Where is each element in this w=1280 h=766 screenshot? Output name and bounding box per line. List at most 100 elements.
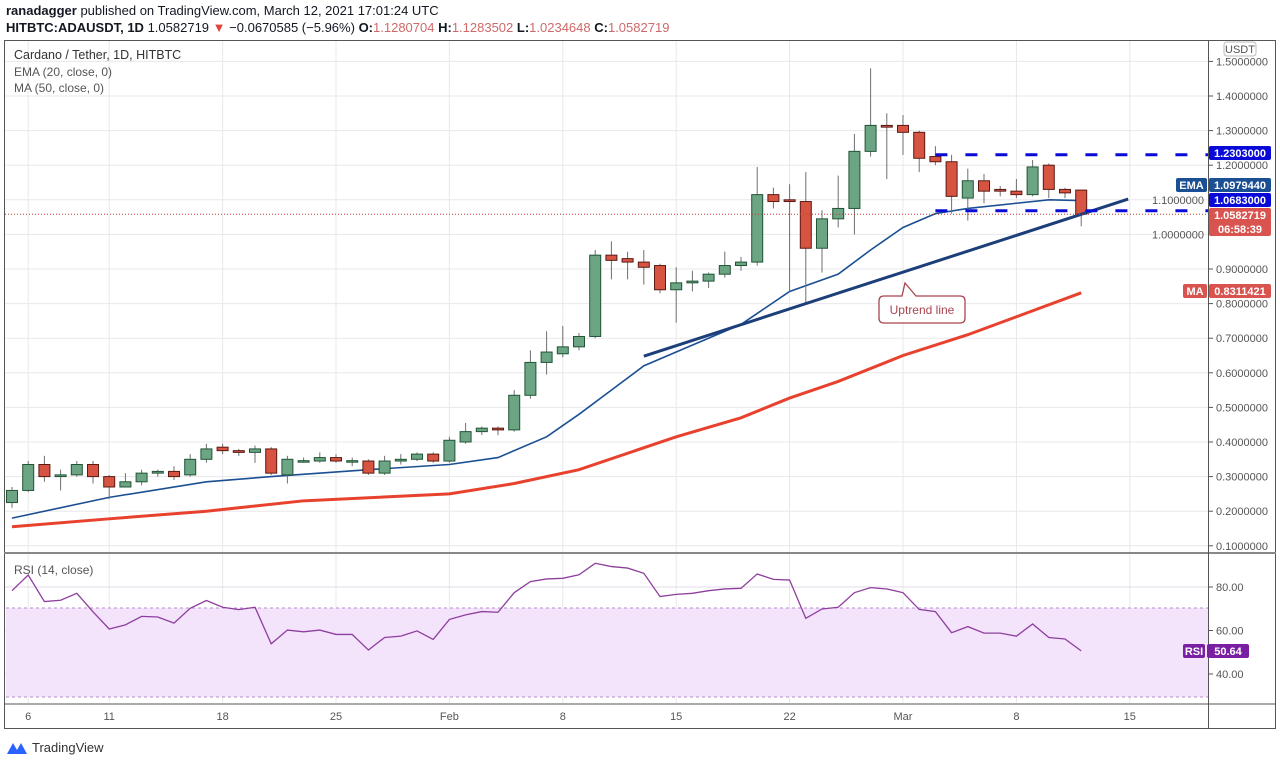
candle-down[interactable] — [330, 457, 342, 462]
candle-up[interactable] — [735, 261, 747, 267]
candle-up[interactable] — [751, 194, 764, 263]
candle-down[interactable] — [621, 258, 634, 263]
author-name[interactable]: ranadagger — [6, 3, 77, 18]
candle-up[interactable] — [589, 254, 602, 337]
candle-up[interactable] — [508, 394, 521, 431]
candle-up[interactable] — [475, 427, 488, 433]
rsi-tick-label: 40.00 — [1216, 669, 1244, 681]
candle-up[interactable] — [151, 470, 164, 474]
current-price-tag[interactable] — [1209, 208, 1271, 236]
candle-up[interactable] — [961, 180, 974, 199]
candle-down[interactable] — [913, 131, 926, 159]
candle-down[interactable] — [492, 427, 504, 431]
candle-down[interactable] — [427, 453, 440, 462]
ema-label-tag[interactable] — [1176, 178, 1207, 192]
candle-down[interactable] — [38, 463, 51, 478]
ma-price-tag[interactable] — [1209, 284, 1271, 298]
candle-up[interactable] — [848, 150, 861, 209]
ma-legend[interactable]: MA (50, close, 0) — [14, 81, 105, 95]
candle-up[interactable] — [281, 458, 294, 476]
candle-up[interactable] — [1026, 166, 1039, 196]
candle-up[interactable] — [378, 460, 391, 474]
candle-down[interactable] — [232, 450, 245, 453]
candle-down[interactable] — [1075, 189, 1088, 215]
down-arrow-icon: ▼ — [212, 20, 226, 35]
candle-up[interactable] — [346, 460, 359, 463]
candle-up[interactable] — [54, 474, 67, 478]
candle-down[interactable] — [799, 201, 812, 249]
candle-down[interactable] — [605, 254, 618, 261]
currency-badge[interactable] — [1223, 41, 1257, 57]
price-tick-label: 1.1000000 — [1152, 195, 1204, 207]
candle-up[interactable] — [670, 282, 683, 291]
price-tick-label: 0.1000000 — [1216, 541, 1268, 553]
candle-down[interactable] — [168, 470, 180, 478]
candle-down[interactable] — [945, 161, 958, 197]
candle-down[interactable] — [880, 124, 893, 128]
candle-down[interactable] — [216, 446, 229, 452]
ma50-line[interactable] — [11, 291, 1082, 529]
resistance-price-tag[interactable] — [1209, 146, 1271, 160]
candle-up[interactable] — [540, 351, 553, 363]
candle-up[interactable] — [22, 463, 35, 491]
candle-up[interactable] — [832, 207, 845, 220]
publish-date: published on TradingView.com, March 12, … — [80, 3, 439, 18]
candle-up[interactable] — [816, 218, 828, 249]
candle-down[interactable] — [362, 460, 375, 474]
rsi-value-tag[interactable] — [1207, 644, 1249, 658]
candle-down[interactable] — [1042, 164, 1055, 190]
candle-down[interactable] — [767, 194, 780, 203]
candle-up[interactable] — [297, 460, 310, 463]
candle-up[interactable] — [313, 457, 326, 462]
candle-down[interactable] — [783, 199, 796, 203]
ema20-line[interactable] — [11, 198, 1082, 519]
candle-up[interactable] — [556, 346, 569, 355]
candle-up[interactable] — [70, 463, 83, 476]
candle-down[interactable] — [994, 188, 1007, 192]
rsi-band-fill — [6, 608, 1208, 697]
candle-up[interactable] — [119, 481, 132, 488]
candle-up[interactable] — [573, 335, 585, 348]
candle-up[interactable] — [411, 453, 423, 460]
time-tick-label: 8 — [1013, 711, 1019, 723]
support-price-tag[interactable] — [1209, 193, 1271, 207]
candle-up[interactable] — [686, 280, 699, 284]
time-tick-label: 25 — [330, 711, 342, 723]
candle-up[interactable] — [200, 448, 213, 460]
candle-up[interactable] — [864, 124, 877, 152]
candle-up[interactable] — [184, 458, 197, 476]
candle-down[interactable] — [103, 476, 116, 488]
candle-down[interactable] — [929, 156, 942, 163]
price-tick-label: 0.4000000 — [1216, 437, 1268, 449]
candle-up[interactable] — [718, 265, 731, 275]
candle-up[interactable] — [249, 448, 261, 453]
candle-up[interactable] — [524, 361, 537, 396]
ema-legend[interactable]: EMA (20, close, 0) — [14, 65, 113, 79]
candle-up[interactable] — [702, 273, 715, 282]
candle-down[interactable] — [637, 261, 650, 268]
tradingview-logo[interactable]: TradingView — [6, 740, 104, 755]
candle-up[interactable] — [135, 472, 148, 483]
ema-price-tag[interactable] — [1209, 178, 1271, 192]
brand-name: TradingView — [32, 740, 104, 755]
publish-info: ranadagger published on TradingView.com,… — [6, 3, 439, 18]
uptrend-line-callout[interactable]: Uptrend line — [878, 281, 966, 324]
candle-up[interactable] — [394, 458, 407, 462]
rsi-label-tag[interactable] — [1183, 644, 1205, 658]
ma-label-tag[interactable] — [1183, 284, 1207, 298]
rsi-legend[interactable]: RSI (14, close) — [14, 563, 94, 577]
rsi-line[interactable] — [11, 562, 1082, 652]
candle-down[interactable] — [654, 265, 666, 291]
candle-down[interactable] — [1010, 190, 1023, 196]
candle-up[interactable] — [459, 431, 472, 443]
candle-up[interactable] — [6, 489, 18, 504]
candle-down[interactable] — [897, 124, 909, 133]
candle-up[interactable] — [443, 439, 456, 462]
candle-down[interactable] — [978, 180, 990, 192]
time-tick-label: 6 — [25, 711, 31, 723]
candle-down[interactable] — [1059, 188, 1071, 194]
candle-down[interactable] — [87, 463, 99, 478]
uptrend-line[interactable] — [643, 197, 1129, 358]
candle-down[interactable] — [265, 448, 278, 474]
